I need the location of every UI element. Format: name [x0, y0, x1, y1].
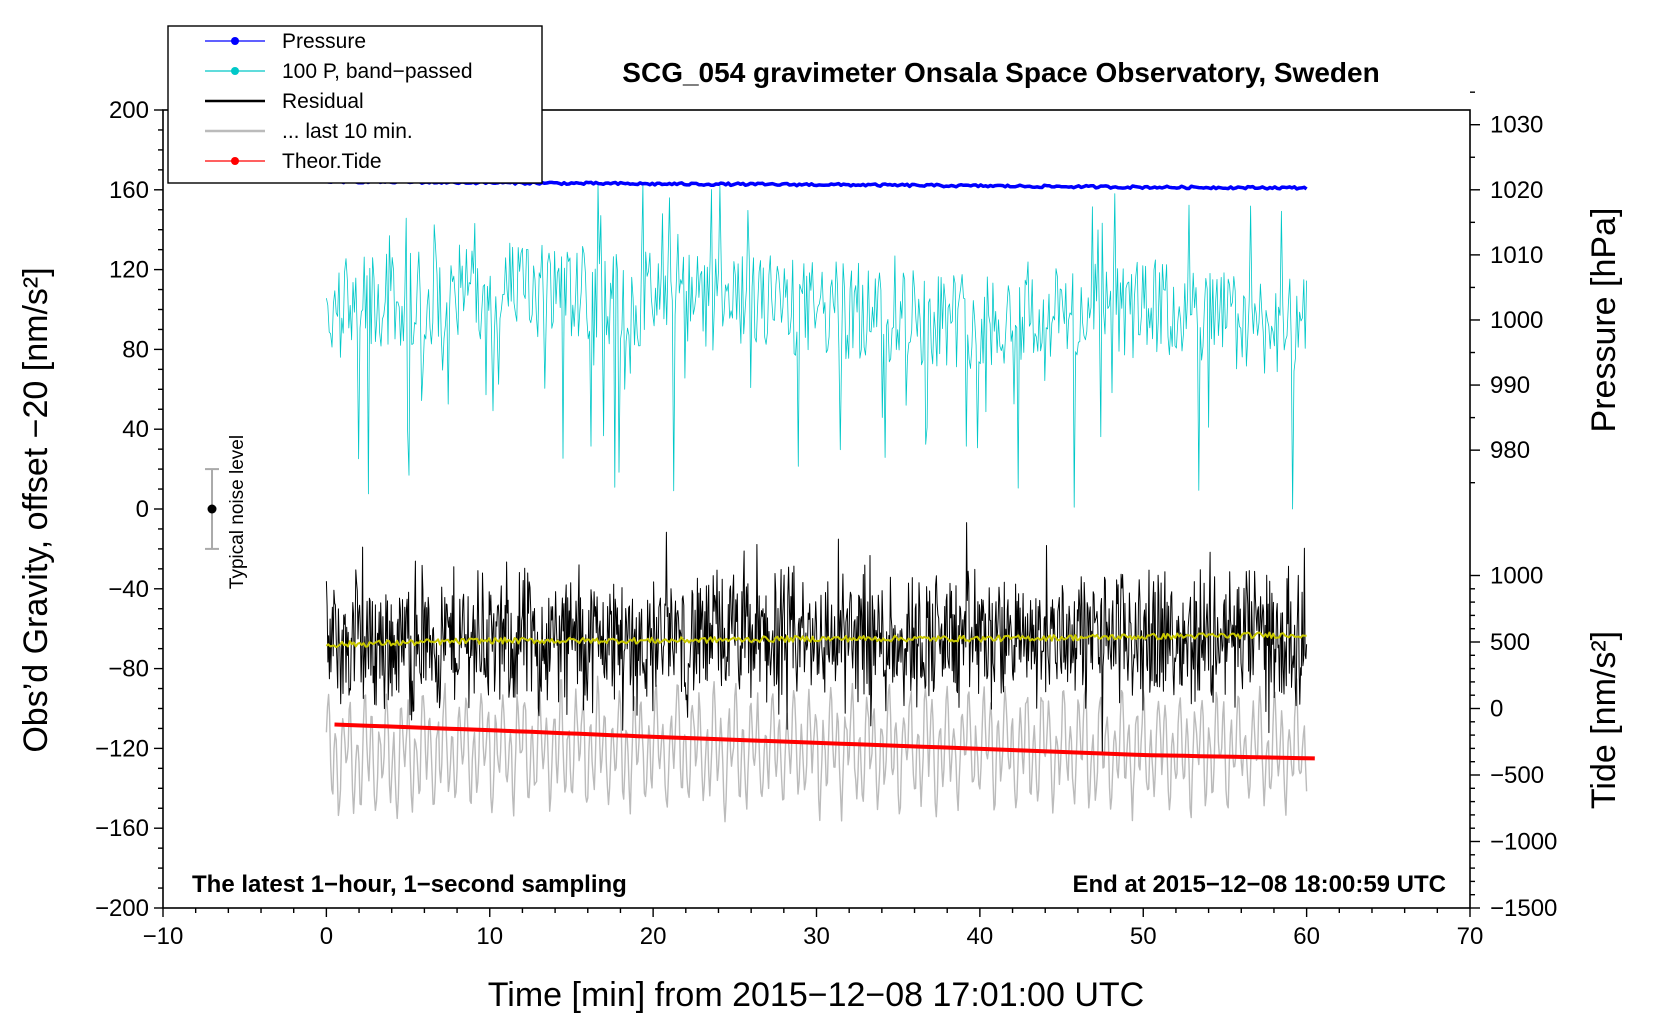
tide-tick-label: 0: [1490, 696, 1503, 723]
y-tick-label: 0: [136, 496, 149, 523]
legend-marker-pressure: [231, 37, 239, 45]
legend-label: Pressure: [282, 30, 366, 53]
y-tick-label: −200: [95, 895, 149, 922]
tide-tick-label: 500: [1490, 629, 1530, 656]
tide-tick-label: −1500: [1490, 895, 1557, 922]
y-tick-label: 160: [109, 177, 149, 204]
noise-level-indicator: [205, 468, 220, 550]
x-tick-label: 50: [1130, 923, 1157, 950]
pressure-tick-label: 1030: [1490, 112, 1543, 139]
pressure-tick-label: 1010: [1490, 242, 1543, 269]
noise-level-label: Typical noise level: [227, 435, 248, 589]
x-tick-label: 70: [1457, 923, 1484, 950]
pressure-tick-label: 980: [1490, 437, 1530, 464]
series-line-smoothed-residual: [325, 631, 1307, 649]
x-tick-label: 40: [967, 923, 994, 950]
x-tick-label: 60: [1293, 923, 1320, 950]
y-tick-label: −80: [108, 656, 149, 683]
noise-bar-center-dot: [207, 504, 217, 514]
y-tick-label: 80: [122, 336, 149, 363]
y-tick-label: −160: [95, 815, 149, 842]
y-tick-label: 40: [122, 416, 149, 443]
end-time-annotation: End at 2015−12−08 18:00:59 UTC: [1072, 871, 1446, 898]
y-tick-label: −40: [108, 576, 149, 603]
tide-tick-label: 1000: [1490, 563, 1543, 590]
x-axis-title: Time [min] from 2015−12−08 17:01:00 UTC: [488, 976, 1144, 1014]
y-tick-label: 120: [109, 257, 149, 284]
x-tick-label: 20: [640, 923, 667, 950]
legend-label: 100 P, band−passed: [282, 60, 473, 83]
legend-label: ... last 10 min.: [282, 120, 413, 143]
series-line-theor-tide: [334, 722, 1315, 761]
y-axis-title-left: Obs’d Gravity, offset −20 [nm/s²]: [17, 267, 55, 752]
tide-tick-label: −500: [1490, 762, 1544, 789]
pressure-tick-label: 1020: [1490, 177, 1543, 204]
x-tick-label: −10: [143, 923, 184, 950]
legend-marker-theor-tide: [231, 157, 239, 165]
pressure-axis-title: Pressure [hPa]: [1585, 208, 1623, 433]
legend-label: Theor.Tide: [282, 150, 382, 173]
y-tick-label: 200: [109, 97, 149, 124]
y-tick-label: −120: [95, 735, 149, 762]
tide-axis-title: Tide [nm/s²]: [1585, 631, 1623, 809]
legend-items: Pressure 100 P, band−passed Residual ... la…: [205, 30, 473, 173]
tide-tick-label: −1000: [1490, 829, 1557, 856]
pressure-tick-label: 1000: [1490, 307, 1543, 334]
x-tick-label: 30: [803, 923, 830, 950]
plot-series-layer: [325, 178, 1315, 823]
x-tick-label: 10: [476, 923, 503, 950]
pressure-tick-label: 990: [1490, 372, 1530, 399]
series-line-residual: [325, 522, 1308, 754]
legend-marker-100-p-band-passed: [231, 67, 239, 75]
legend: Pressure 100 P, band−passed Residual ... la…: [167, 25, 543, 184]
x-tick-label: 0: [320, 923, 333, 950]
sampling-annotation: The latest 1−hour, 1−second sampling: [192, 871, 627, 898]
axis-ticks-layer: −10 0 10 20 30 40 50 60 7020016012080400−40−80−1…: [95, 91, 1557, 950]
legend-box: [167, 25, 543, 184]
series-line-100-p-band-passed: [326, 183, 1307, 510]
chart-title: SCG_054 gravimeter Onsala Space Observat…: [622, 57, 1379, 88]
legend-label: Residual: [282, 90, 364, 113]
